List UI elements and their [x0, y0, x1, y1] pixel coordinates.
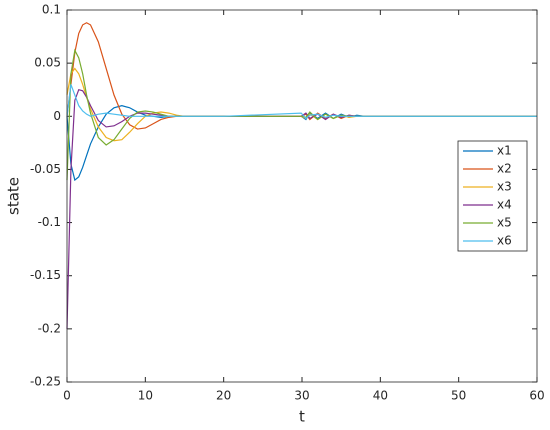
- legend-label: x6: [497, 234, 512, 248]
- legend-label: x1: [497, 144, 512, 158]
- legend: x1 x2 x3 x4 x5 x6: [457, 140, 528, 252]
- x-tick-label: 40: [373, 389, 388, 403]
- legend-label: x2: [497, 162, 512, 176]
- x-tick-label: 0: [63, 389, 71, 403]
- x-tick-label: 50: [451, 389, 466, 403]
- legend-label: x4: [497, 198, 512, 212]
- y-tick-label: -0.2: [38, 321, 61, 335]
- y-tick-label: -0.1: [38, 215, 61, 229]
- y-tick-label: 0.1: [42, 3, 61, 17]
- y-tick-label: -0.25: [30, 375, 61, 389]
- x-tick-label: 30: [294, 389, 309, 403]
- y-tick-label: 0: [53, 109, 61, 123]
- y-tick-label: -0.05: [30, 162, 61, 176]
- line: [66, 84, 537, 120]
- axes-box: [66, 9, 538, 383]
- legend-box: [457, 140, 528, 252]
- y-axis-label: state: [5, 177, 23, 215]
- legend-label: x3: [497, 180, 512, 194]
- legend-label: x5: [497, 216, 512, 230]
- x-tick-label: 60: [529, 389, 544, 403]
- y-tick-label: -0.15: [30, 268, 61, 282]
- x-tick-label: 10: [138, 389, 153, 403]
- x-axis-label: t: [299, 408, 305, 426]
- x-tick-label: 20: [216, 389, 231, 403]
- y-tick-label: 0.05: [34, 56, 61, 70]
